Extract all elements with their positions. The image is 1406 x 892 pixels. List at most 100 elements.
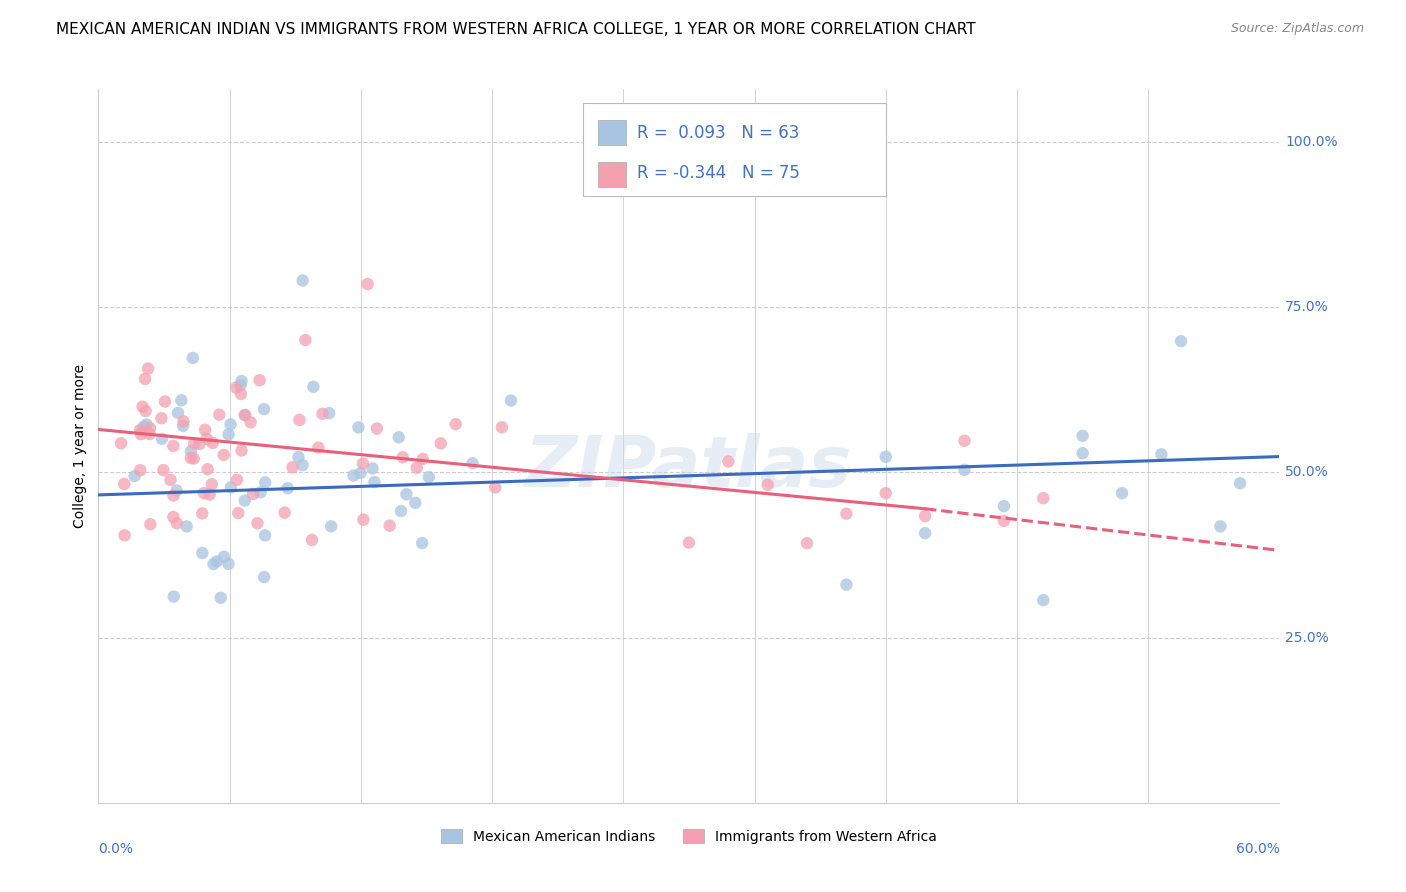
Point — [218, 427, 240, 442]
Point — [301, 533, 323, 547]
Point — [150, 411, 173, 425]
Point — [162, 488, 184, 502]
Point — [180, 444, 202, 458]
Point — [195, 432, 218, 446]
Point — [197, 462, 219, 476]
Point — [183, 436, 205, 450]
Point — [875, 486, 897, 500]
Point — [253, 570, 276, 584]
Point — [176, 519, 198, 533]
Point — [163, 590, 186, 604]
Point — [499, 393, 522, 408]
Point — [152, 463, 174, 477]
Point — [378, 518, 401, 533]
Point — [201, 436, 224, 450]
Point — [229, 378, 252, 392]
Point — [835, 577, 858, 591]
Text: 25.0%: 25.0% — [1285, 631, 1329, 645]
Point — [391, 450, 413, 465]
Point — [253, 402, 276, 417]
Point — [914, 509, 936, 524]
Point — [134, 372, 156, 386]
Point — [202, 557, 225, 571]
Point — [418, 470, 440, 484]
Point — [246, 516, 269, 531]
Point — [225, 381, 247, 395]
Point — [302, 380, 325, 394]
Text: 0.0%: 0.0% — [98, 842, 134, 856]
Text: Source: ZipAtlas.com: Source: ZipAtlas.com — [1230, 22, 1364, 36]
Point — [124, 469, 146, 483]
Point — [1170, 334, 1192, 349]
Point — [225, 473, 247, 487]
Point — [162, 439, 184, 453]
Point — [162, 510, 184, 524]
Point — [218, 557, 240, 571]
Point — [129, 423, 152, 437]
Point — [219, 480, 242, 494]
Point — [352, 513, 374, 527]
Point — [229, 387, 252, 401]
Point — [110, 436, 132, 450]
Point — [875, 450, 897, 464]
Text: MEXICAN AMERICAN INDIAN VS IMMIGRANTS FROM WESTERN AFRICA COLLEGE, 1 YEAR OR MOR: MEXICAN AMERICAN INDIAN VS IMMIGRANTS FR… — [56, 22, 976, 37]
Text: ZIPatlas: ZIPatlas — [526, 433, 852, 502]
Point — [172, 418, 194, 433]
Point — [112, 477, 135, 491]
Point — [444, 417, 467, 432]
Point — [318, 406, 340, 420]
Point — [135, 404, 157, 418]
Point — [395, 487, 418, 501]
Point — [219, 417, 242, 432]
Point — [411, 536, 433, 550]
Point — [159, 473, 181, 487]
Point — [233, 408, 256, 422]
Point — [307, 441, 329, 455]
Point — [1150, 447, 1173, 461]
Point — [139, 421, 162, 435]
Point — [347, 420, 370, 434]
Point — [953, 434, 976, 448]
Point — [170, 393, 193, 408]
Point — [193, 486, 215, 500]
Point — [1071, 429, 1094, 443]
Point — [914, 526, 936, 541]
Point — [273, 506, 295, 520]
Point — [1032, 491, 1054, 505]
Point — [288, 413, 311, 427]
Point — [412, 451, 434, 466]
Point — [993, 514, 1015, 528]
Point — [294, 333, 316, 347]
Point — [209, 591, 232, 605]
Point — [150, 432, 173, 446]
Point — [139, 517, 162, 532]
Y-axis label: College, 1 year or more: College, 1 year or more — [73, 364, 87, 528]
Point — [352, 457, 374, 471]
Point — [993, 499, 1015, 513]
Point — [291, 458, 314, 472]
Point — [254, 528, 277, 542]
Point — [166, 516, 188, 531]
Point — [484, 480, 506, 494]
Text: 60.0%: 60.0% — [1236, 842, 1279, 856]
Legend: Mexican American Indians, Immigrants from Western Africa: Mexican American Indians, Immigrants fro… — [436, 823, 942, 849]
Point — [231, 374, 253, 388]
Point — [291, 273, 314, 287]
Point — [311, 407, 333, 421]
Point — [461, 456, 484, 470]
Point — [678, 535, 700, 549]
Point — [205, 554, 228, 568]
Point — [136, 361, 159, 376]
Point — [239, 415, 262, 429]
Text: 100.0%: 100.0% — [1285, 135, 1339, 149]
Point — [132, 419, 155, 434]
Point — [233, 408, 256, 422]
Point — [129, 427, 152, 442]
Point — [153, 394, 176, 409]
Point — [429, 436, 451, 450]
Point — [242, 487, 264, 501]
Point — [277, 481, 299, 495]
Point — [342, 468, 364, 483]
Point — [167, 406, 190, 420]
Point — [254, 475, 277, 490]
